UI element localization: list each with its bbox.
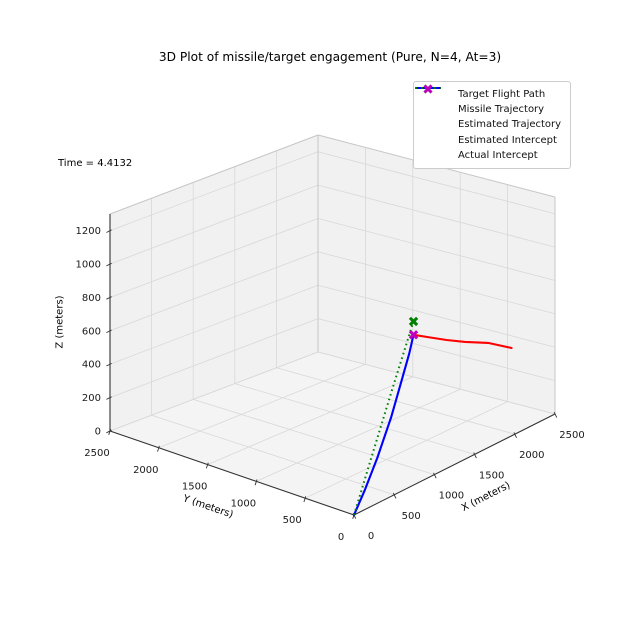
grid-line-z-left-wall [109,184,319,265]
chart-title: 3D Plot of missile/target engagement (Pu… [158,50,502,64]
x-tick-mark [473,452,477,459]
legend-label: Target Flight Path [458,89,546,101]
y-tick-label: 0 [338,532,344,543]
x-tick-mark [553,411,558,418]
series-estimated-trajectory [353,321,415,516]
legend: Target Flight Path Missile Trajectory Esti… [413,81,571,169]
z-tick-label: 1000 [76,260,101,271]
legend-label: Estimated Intercept [458,134,557,146]
grid-line-z-right-wall [317,284,556,348]
pane-back-left [110,135,318,431]
legend-label: Missile Trajectory [458,104,545,116]
y-tick-label: 500 [283,515,302,526]
grid-line-y-floor [256,388,461,482]
y-tick-mark [108,428,112,435]
grid-line-z-left-wall [109,218,319,298]
y-tick-mark [157,445,160,452]
x-tick-label: 2000 [519,450,544,461]
z-tick-label: 0 [95,427,101,438]
grid-line-z-right-wall [317,218,556,281]
grid-line-y-floor [158,364,366,449]
legend-label: Actual Intercept [458,149,538,161]
box-edge-top-left [109,134,319,215]
grid-line-z-right-wall [317,351,556,415]
grid-line-x-floor [151,414,395,496]
grid-line-z-left-wall [109,318,319,398]
grid-line-z-right-wall [317,318,556,381]
y-tick-label: 2500 [84,448,109,459]
grid-line-z-right-wall [317,251,556,315]
marker-actual-intercept [408,330,419,340]
grid-line-z-right-wall [317,184,556,248]
grid-line-z-left-wall [109,351,319,432]
x-axis-spine [353,413,556,516]
x-tick-label: 0 [368,531,374,542]
z-tick-label: 600 [82,326,101,337]
y-tick-mark [303,496,307,503]
time-annotation: Time = 4.4132 [58,158,133,169]
y-tick-label: 1000 [231,498,256,509]
z-tick-mark [106,329,112,334]
z-tick-mark [106,362,112,367]
legend-label: Estimated Trajectory [458,119,562,131]
grid-line-y-floor [305,401,508,499]
z-tick-mark [106,429,112,434]
x-tick-label: 1500 [479,470,504,481]
grid-line-z-left-wall [109,251,319,332]
legend-item-missile-trajectory: Missile Trajectory [415,87,566,117]
y-tick-mark [205,462,209,469]
series-missile-trajectory [352,333,415,517]
legend-marker-icon [423,84,433,94]
x-tick-label: 2500 [559,430,584,441]
grid-line-z-left-wall [109,284,319,365]
marker-estimated-intercept [408,316,419,327]
series-target-flight-path [412,333,513,350]
grid-line-x-floor [193,399,435,475]
legend-item-actual-intercept: Actual Intercept [421,84,566,163]
z-tick-label: 1200 [76,226,101,237]
legend-item-estimated-trajectory: Estimated Trajectory [415,87,566,132]
x-tick-label: 500 [402,511,421,522]
z-tick-label: 200 [82,393,101,404]
x-tick-mark [513,432,518,439]
z-tick-mark [106,296,112,300]
x-tick-mark [433,472,437,479]
y-tick-label: 1500 [182,482,207,493]
y-tick-mark [254,479,258,486]
y-axis-spine [109,430,355,516]
z-tick-mark [106,262,112,267]
grid-line-y-floor [207,376,413,465]
x-tick-mark [392,492,397,499]
grid-line-z-left-wall [109,151,319,232]
pane-floor [110,352,555,515]
y-tick-label: 2000 [133,465,158,476]
grid-line-x-floor [234,383,475,455]
z-tick-label: 400 [82,360,101,371]
grid-line-z-right-wall [317,151,556,215]
z-tick-label: 800 [82,293,101,304]
x-tick-label: 1000 [439,491,464,502]
z-axis-label: Z (meters) [54,295,66,349]
legend-item-estimated-intercept: Estimated Intercept [421,84,566,148]
z-tick-mark [106,396,112,400]
z-tick-mark [106,229,112,233]
